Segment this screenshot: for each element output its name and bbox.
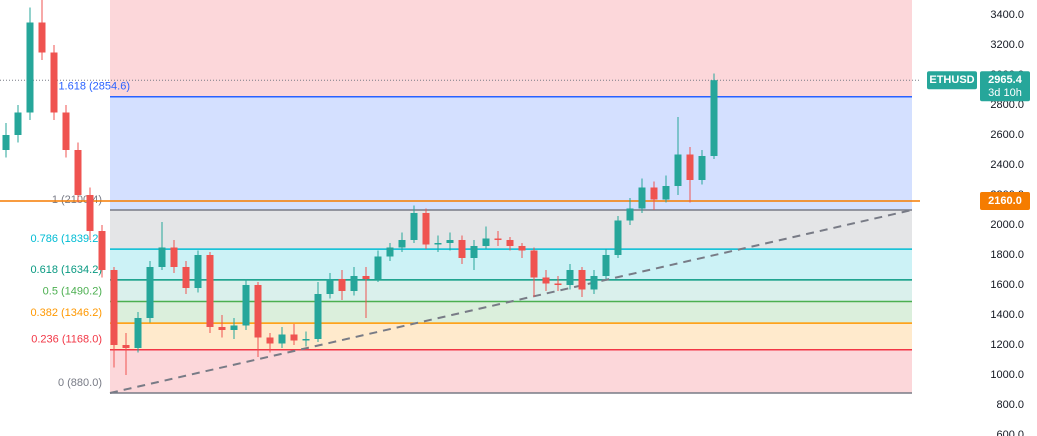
candle-body	[422, 212, 430, 245]
candle-body	[386, 247, 394, 257]
y-tick-label: 2400.0	[990, 159, 1024, 171]
fib-label: 1.618 (2854.6)	[58, 81, 130, 93]
candle-body	[158, 247, 166, 267]
candle-body	[86, 194, 94, 231]
fib-label: 0.786 (1839.2)	[30, 233, 102, 245]
candle-body	[638, 187, 646, 209]
y-tick-label: 1600.0	[990, 279, 1024, 291]
candle-body	[194, 254, 202, 288]
symbol-tag	[927, 71, 977, 90]
candle-body	[350, 275, 358, 291]
candle-body	[290, 334, 298, 341]
fib-zone	[110, 0, 912, 97]
candle-body	[2, 134, 10, 150]
candle-body	[674, 154, 682, 186]
candle-body	[410, 212, 418, 240]
candle-body	[494, 238, 502, 240]
candle-body	[98, 230, 106, 270]
y-tick-label: 3200.0	[990, 39, 1024, 51]
trendline	[109, 209, 913, 394]
fib-label: 0 (880.0)	[58, 377, 102, 389]
fib-zone	[110, 249, 912, 280]
candle-body	[206, 254, 214, 327]
fib-zone	[110, 96, 912, 210]
candle-body	[314, 293, 322, 339]
y-tick-label: 800.0	[996, 399, 1024, 411]
fib-label: 0.382 (1346.2)	[30, 307, 102, 319]
symbol-label: ETHUSD	[929, 74, 974, 86]
fib-label: 0.5 (1490.2)	[43, 285, 102, 297]
candle-body	[650, 187, 658, 200]
candle-body	[302, 338, 310, 341]
candle-body	[242, 284, 250, 326]
candle-body	[230, 325, 238, 330]
candle-body	[26, 22, 34, 113]
last-price-tag	[980, 71, 1030, 102]
candle-body	[434, 242, 442, 245]
y-tick-label: 1000.0	[990, 369, 1024, 381]
candle-body	[470, 245, 478, 258]
candle-body	[338, 278, 346, 291]
candle-body	[530, 250, 538, 278]
candle-body	[698, 155, 706, 180]
candle-body	[374, 256, 382, 279]
y-tick-label: 600.0	[996, 429, 1024, 436]
candle-body	[614, 220, 622, 255]
candle-body	[482, 238, 490, 246]
y-tick-label: 3400.0	[990, 9, 1024, 21]
y-tick-label: 1800.0	[990, 249, 1024, 261]
candle-body	[38, 22, 46, 53]
fib-label: 0.236 (1168.0)	[31, 334, 102, 346]
candle-body	[446, 239, 454, 243]
candle-body	[626, 208, 634, 221]
candle-body	[218, 326, 226, 330]
candle-body	[518, 245, 526, 251]
candle-body	[710, 80, 718, 156]
candle-body	[170, 247, 178, 267]
fib-zone	[110, 279, 912, 302]
fib-zone	[110, 323, 912, 350]
candle-body	[146, 266, 154, 318]
last-price-label: 2965.4	[988, 74, 1023, 86]
candle-body	[254, 284, 262, 338]
fib-label: 0.618 (1634.2)	[30, 264, 102, 276]
candle-body	[74, 149, 82, 195]
candle-body	[398, 239, 406, 248]
y-tick-label: 2800.0	[990, 99, 1024, 111]
candle-body	[458, 239, 466, 258]
candle-body	[110, 269, 118, 345]
candle-body	[554, 283, 562, 285]
y-tick-label: 1400.0	[990, 309, 1024, 321]
candle-body	[134, 317, 142, 348]
candle-body	[566, 269, 574, 285]
fib-zone	[110, 301, 912, 324]
fib-label: 1 (2100.4)	[52, 194, 102, 206]
y-tick-label: 2600.0	[990, 129, 1024, 141]
price-tag	[980, 191, 1030, 210]
candle-body	[278, 334, 286, 344]
candle-body	[542, 277, 550, 284]
candle-body	[266, 337, 274, 344]
fib-zone	[110, 349, 912, 393]
candle-body	[362, 275, 370, 279]
candle-body	[506, 239, 514, 246]
candle-body	[50, 52, 58, 113]
countdown-label: 3d 10h	[988, 87, 1022, 99]
y-tick-label: 1200.0	[990, 339, 1024, 351]
candle-body	[686, 154, 694, 180]
candle-body	[578, 269, 586, 290]
candle-body	[14, 112, 22, 135]
candle-body	[182, 266, 190, 288]
candle-body	[326, 278, 334, 294]
candle-body	[662, 185, 670, 200]
candle-body	[62, 112, 70, 150]
price-tag-label: 2160.0	[988, 195, 1022, 207]
candle-body	[602, 254, 610, 276]
candle-body	[122, 344, 130, 348]
y-tick-label: 2000.0	[990, 219, 1024, 231]
candle-body	[590, 275, 598, 290]
